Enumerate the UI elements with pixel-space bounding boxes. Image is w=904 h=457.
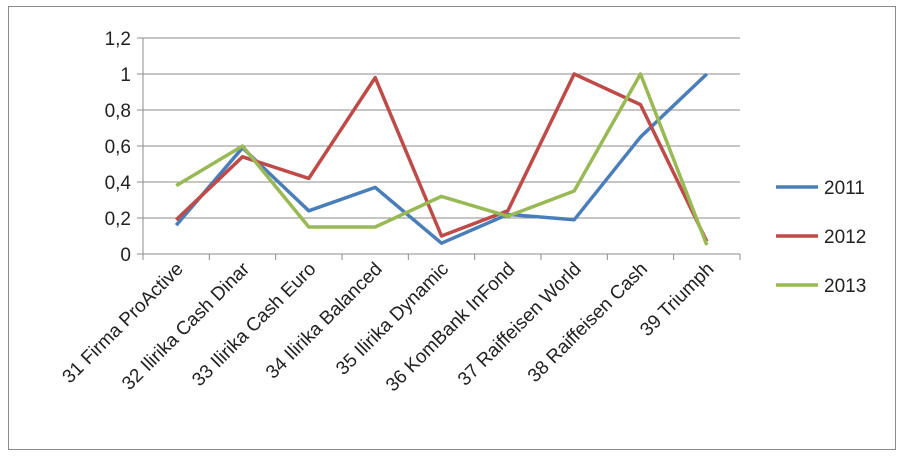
series-line-2011	[174, 72, 709, 245]
x-tick-label: 33 Ilirika Cash Euro	[188, 259, 320, 391]
y-tick-label: 1	[120, 65, 131, 86]
y-tick-label: 0,6	[105, 137, 131, 158]
series-line-2013	[175, 72, 709, 246]
y-axis: 0 0,2 0,4 0,6 0,8 1 1,2	[105, 29, 144, 266]
x-tick-label: 31 Firma ProActive	[59, 259, 188, 388]
y-tick-label: 0,4	[105, 173, 132, 194]
x-tick-label: 32 Ilirika Cash Dinar	[118, 258, 254, 394]
y-tick-label: 1,2	[105, 29, 131, 50]
x-tick-label: 37 Raiffeisen World	[454, 259, 586, 391]
series-lines	[174, 72, 709, 246]
legend-label-2011: 2011	[824, 178, 865, 199]
x-tick-label: 36 KomBank InFond	[382, 259, 519, 396]
y-tick-label: 0,2	[105, 209, 131, 230]
x-tick-label: 34 Ilirika Balanced	[262, 259, 387, 384]
y-tick-label: 0,8	[105, 101, 131, 122]
x-tick-label: 35 Ilirika Dynamic	[332, 259, 453, 380]
legend-label-2013: 2013	[824, 276, 866, 297]
x-tick-label: 38 Raiffeisen Cash	[524, 259, 652, 387]
y-tick-label: 0	[120, 245, 131, 266]
legend: 2011 2012 2013	[776, 178, 866, 297]
series-line-2012	[174, 72, 709, 243]
chart-area	[8, 6, 896, 450]
legend-label-2012: 2012	[824, 227, 866, 248]
